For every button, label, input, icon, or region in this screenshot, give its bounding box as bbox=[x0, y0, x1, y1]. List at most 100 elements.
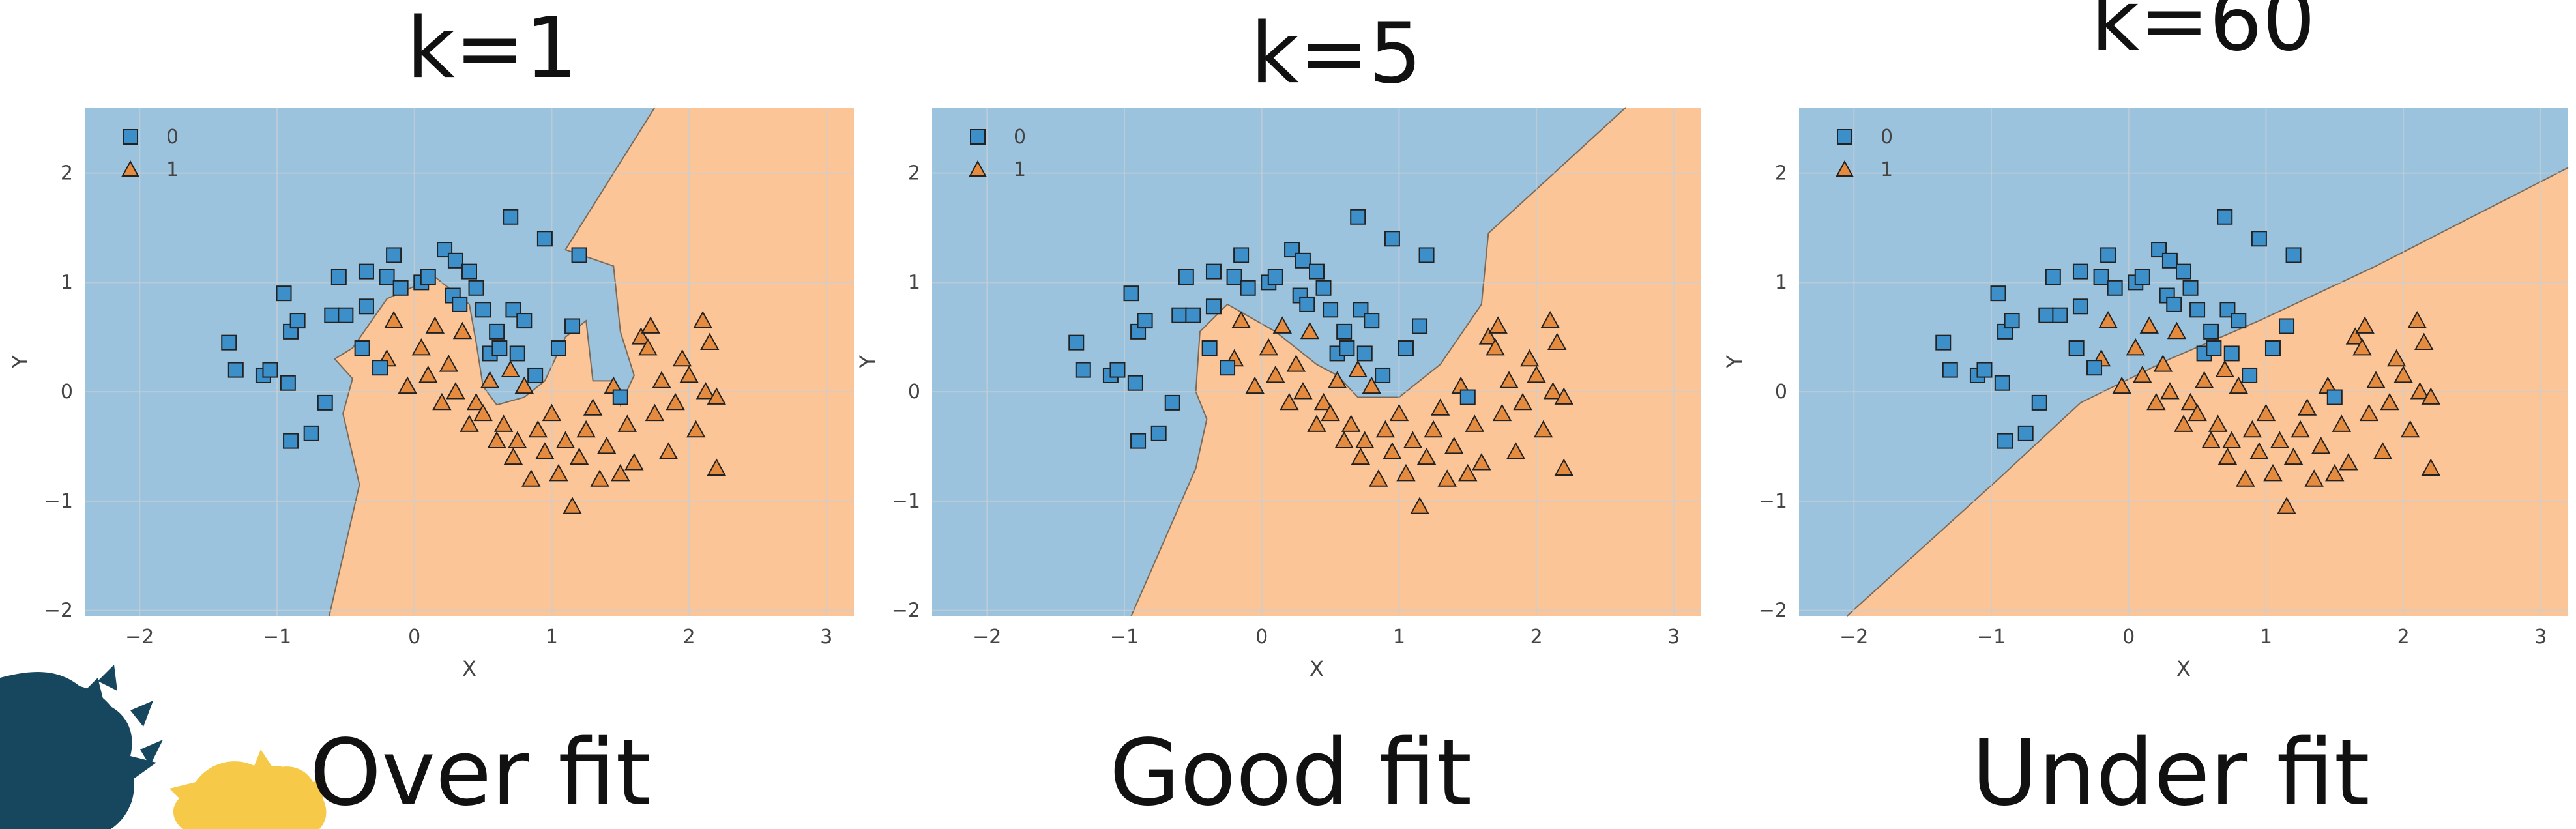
point-class-1 bbox=[425, 316, 445, 334]
point-class-1 bbox=[1458, 463, 1478, 482]
point-class-1 bbox=[658, 442, 679, 459]
point-class-1 bbox=[1307, 415, 1326, 432]
point-class-1 bbox=[2355, 316, 2375, 334]
point-class-0 bbox=[1171, 307, 1188, 323]
point-class-0 bbox=[372, 360, 388, 376]
point-class-0 bbox=[2166, 296, 2182, 312]
x-tick-label: 3 bbox=[820, 626, 832, 648]
y-tick-label: 1 bbox=[61, 271, 73, 294]
point-class-0 bbox=[1109, 362, 1126, 378]
point-class-1 bbox=[1540, 311, 1560, 328]
point-class-1 bbox=[2311, 436, 2331, 454]
x-tick-label: −1 bbox=[263, 626, 291, 648]
point-class-1 bbox=[1348, 360, 1368, 377]
point-class-1 bbox=[1444, 436, 1464, 454]
point-class-0 bbox=[2052, 307, 2068, 323]
point-class-0 bbox=[1315, 280, 1332, 296]
point-class-1 bbox=[652, 371, 671, 388]
point-class-0 bbox=[1935, 334, 1952, 351]
point-class-0 bbox=[1418, 247, 1435, 263]
point-class-1 bbox=[2236, 469, 2255, 487]
point-class-1 bbox=[2270, 431, 2290, 449]
point-class-1 bbox=[1293, 382, 1313, 400]
point-class-1 bbox=[2332, 415, 2352, 432]
point-class-0 bbox=[1240, 280, 1256, 296]
point-class-1 bbox=[1300, 321, 1320, 340]
point-class-1 bbox=[2291, 420, 2310, 438]
decision-boundary bbox=[1130, 107, 1626, 617]
point-class-1 bbox=[700, 332, 720, 351]
point-class-0 bbox=[2285, 247, 2302, 263]
y-tick-label: −1 bbox=[1759, 490, 1787, 513]
y-tick-label: 1 bbox=[908, 271, 920, 294]
point-class-1 bbox=[2215, 360, 2234, 377]
point-class-0 bbox=[1130, 433, 1147, 449]
point-class-0 bbox=[303, 425, 319, 441]
point-class-0 bbox=[1075, 362, 1091, 378]
point-class-0 bbox=[276, 285, 292, 302]
point-class-1 bbox=[2222, 431, 2242, 449]
point-class-1 bbox=[1403, 431, 1423, 449]
point-class-1 bbox=[2345, 327, 2365, 345]
y-tick-label: 2 bbox=[61, 162, 73, 185]
legend-marker-0 bbox=[1837, 129, 1852, 145]
point-class-0 bbox=[2068, 340, 2085, 356]
point-class-0 bbox=[2189, 302, 2206, 318]
point-class-0 bbox=[2072, 298, 2088, 315]
point-class-1 bbox=[2146, 392, 2166, 411]
point-class-0 bbox=[1339, 340, 1355, 356]
point-class-1 bbox=[1355, 431, 1375, 449]
point-class-1 bbox=[411, 338, 431, 356]
point-class-1 bbox=[1499, 371, 1519, 388]
point-class-1 bbox=[1437, 469, 1457, 487]
y-axis-label: Y bbox=[855, 355, 880, 369]
point-class-1 bbox=[473, 403, 493, 422]
point-class-0 bbox=[571, 247, 587, 263]
point-class-1 bbox=[1341, 415, 1361, 432]
point-class-1 bbox=[2133, 365, 2152, 383]
y-tick-label: −1 bbox=[892, 490, 920, 513]
point-class-0 bbox=[338, 307, 354, 323]
point-class-0 bbox=[1137, 313, 1153, 329]
point-class-1 bbox=[2421, 458, 2440, 476]
point-class-0 bbox=[2251, 231, 2267, 247]
x-tick-label: −2 bbox=[973, 626, 1001, 648]
point-class-1 bbox=[1321, 403, 1340, 422]
x-tick-label: 0 bbox=[1255, 626, 1268, 648]
point-class-0 bbox=[2326, 389, 2343, 405]
point-class-1 bbox=[590, 469, 609, 487]
point-class-0 bbox=[358, 263, 374, 280]
panel-title-k5: k=5 bbox=[1250, 5, 1422, 102]
point-class-0 bbox=[1994, 375, 2010, 391]
point-class-1 bbox=[2112, 376, 2131, 394]
point-class-0 bbox=[2231, 313, 2247, 329]
point-class-0 bbox=[509, 345, 525, 362]
x-tick-label: 2 bbox=[683, 626, 695, 648]
point-class-1 bbox=[2407, 311, 2427, 328]
point-class-0 bbox=[1375, 367, 1391, 383]
point-class-1 bbox=[583, 398, 603, 416]
x-tick-label: 2 bbox=[2397, 626, 2410, 648]
point-class-0 bbox=[2242, 367, 2258, 383]
point-class-1 bbox=[611, 463, 630, 482]
point-class-0 bbox=[461, 263, 477, 280]
point-class-1 bbox=[1465, 415, 1485, 432]
point-class-0 bbox=[527, 367, 544, 383]
point-class-1 bbox=[569, 447, 589, 465]
decision-boundary bbox=[1847, 167, 2569, 617]
point-class-0 bbox=[1323, 302, 1339, 318]
point-class-0 bbox=[1068, 334, 1085, 351]
point-class-1 bbox=[2339, 453, 2358, 471]
point-class-1 bbox=[679, 365, 699, 383]
point-class-1 bbox=[641, 316, 660, 334]
point-class-0 bbox=[2161, 252, 2178, 269]
point-class-1 bbox=[432, 392, 452, 411]
region-class-0 bbox=[85, 108, 655, 616]
point-class-1 bbox=[2098, 311, 2118, 328]
point-class-0 bbox=[1220, 360, 1236, 376]
point-class-0 bbox=[1233, 247, 1250, 263]
point-class-1 bbox=[480, 371, 500, 388]
x-tick-label: 2 bbox=[1530, 626, 1543, 648]
point-class-0 bbox=[2176, 263, 2191, 280]
point-class-1 bbox=[645, 403, 665, 422]
